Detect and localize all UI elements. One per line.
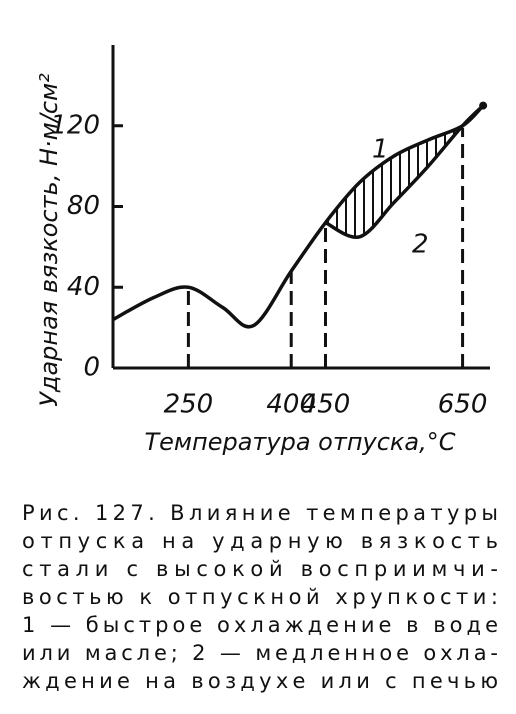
- hatch-region: [325, 105, 484, 238]
- y-tick-label: 120: [50, 110, 100, 140]
- x-tick-label: 650: [438, 390, 488, 420]
- line: [324, 104, 485, 239]
- x-tick-label: 250: [164, 390, 214, 420]
- caption-line: отпуска на ударную вязкость: [22, 529, 498, 553]
- x-tick-label: 400: [266, 390, 316, 420]
- caption-line: Рис. 127. Влияние температуры: [22, 501, 498, 525]
- caption-line: ждение на воздухе или с печью: [22, 669, 498, 693]
- y-tick-label: 80: [67, 191, 100, 221]
- x-axis-label: Температура отпуска,°C: [144, 428, 455, 456]
- line: [112, 104, 485, 329]
- caption-line: 1 — быстрое охлаждение в воде: [22, 613, 498, 637]
- caption-line: или масле; 2 — медленное охла-: [22, 641, 498, 665]
- y-tick-label: 0: [83, 353, 100, 383]
- x-tick-label: 450: [301, 390, 351, 420]
- y-tick-label: 40: [67, 272, 100, 302]
- legend-label: 1: [372, 135, 389, 165]
- caption-line: стали с высокой восприимчи-: [22, 557, 498, 581]
- caption-line: востью к отпускной хрупкости:: [22, 585, 498, 609]
- end-dot: [479, 101, 488, 110]
- legend-label: 2: [412, 230, 429, 260]
- y-axis-label: Ударная вязкость, Н·м/см²: [35, 73, 63, 407]
